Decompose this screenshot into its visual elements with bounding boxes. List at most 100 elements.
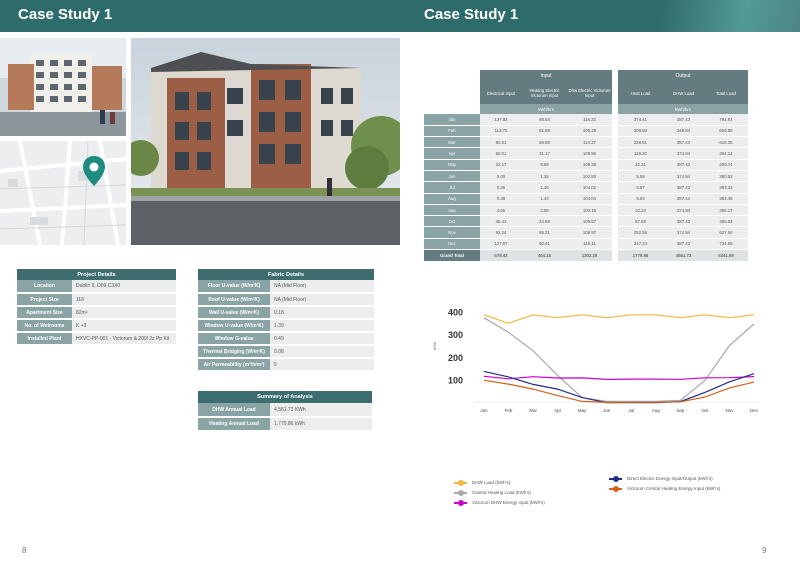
- legend-label: DHW Load (kWh's): [472, 480, 511, 485]
- fabric-detail-value: NA (Mid Floor): [270, 280, 374, 294]
- column-gap: [612, 104, 618, 114]
- column-header: Heat Load: [618, 82, 663, 104]
- series-line: [483, 375, 755, 381]
- column-gap: [612, 215, 618, 228]
- table-cell: 374.94: [663, 226, 704, 239]
- month-label: Feb: [424, 125, 480, 138]
- table-cell: 387.43: [663, 238, 704, 251]
- table-cell: 380.52: [704, 170, 748, 183]
- y-tick-label: 200: [448, 353, 463, 363]
- table-cell: 92.24: [480, 226, 522, 239]
- table-cell: 0.00: [480, 170, 522, 183]
- y-tick-label: 400: [448, 308, 463, 318]
- table-cell: 374.94: [663, 204, 704, 217]
- fabric-detail-value: 1.39: [270, 319, 374, 333]
- fabric-detail-value: 5: [270, 358, 374, 372]
- table-cell: 616.35: [704, 136, 748, 149]
- table-row: Feb 113.70 81.88 105.29 309.93 349.94 659.89: [424, 125, 748, 138]
- table-cell: 105.29: [567, 125, 612, 138]
- table-cell: 116.32: [567, 114, 612, 126]
- building-photo-small: [0, 38, 126, 136]
- table-cell: 0.35: [480, 181, 522, 194]
- summary-value: 1,779.86 kWh: [270, 417, 372, 432]
- project-detail-key: Location: [17, 280, 72, 294]
- table-cell: 109.97: [567, 226, 612, 239]
- x-tick-label: Jul: [628, 408, 634, 413]
- table-cell: 1.35: [522, 170, 567, 183]
- table-cell: 734.68: [704, 238, 748, 251]
- table-row: Dec 127.97 90.61 115.11 347.24 387.43 734.68: [424, 238, 748, 251]
- table-cell: 98.54: [522, 114, 567, 126]
- table-cell: 60.01: [480, 147, 522, 160]
- table-cell: 252.56: [618, 226, 663, 239]
- location-map: [0, 141, 126, 245]
- table-cell: 102.80: [567, 170, 612, 183]
- map-pin-icon: [83, 156, 105, 186]
- table-cell: 4.55: [480, 204, 522, 217]
- table-cell: 115.11: [567, 238, 612, 251]
- month-label: Oct: [424, 215, 480, 228]
- table-cell: 409.74: [704, 159, 748, 171]
- table-cell: 31.17: [522, 147, 567, 160]
- project-detail-value: HXVC-PP-001 - Victorum & 200l 2z Pp Kit: [72, 332, 176, 346]
- table-cell: 1.46: [522, 181, 567, 194]
- table-cell: 393.45: [704, 193, 748, 205]
- grand-total-cell: 4561.73: [663, 249, 704, 261]
- grand-total-cell: 678.43: [480, 249, 522, 261]
- left-page-title: Case Study 1: [18, 6, 113, 23]
- project-detail-value: 116: [72, 293, 176, 307]
- series-line: [483, 314, 755, 324]
- table-cell: 385.17: [704, 204, 748, 217]
- grand-total-cell: 6341.59: [704, 249, 748, 261]
- project-detail-key: Installed Plant: [17, 332, 72, 346]
- x-tick-label: Jun: [603, 408, 611, 413]
- x-tick-label: Sep: [676, 408, 685, 413]
- table-cell: 45.41: [480, 215, 522, 228]
- table-row: Jun 0.00 1.35 102.80 5.59 374.94 380.52: [424, 170, 748, 183]
- table-corner: [424, 82, 480, 104]
- project-details-table: Project Details Location Dublin 9, D09 C3…: [17, 269, 176, 346]
- column-gap: [612, 70, 618, 82]
- x-tick-label: Aug: [652, 408, 661, 413]
- project-detail-key: Project Size: [17, 293, 72, 307]
- energy-line-chart: 400 300 200 100 kWh Jan Feb Mar Apr May Jun Jul Aug S…: [432, 308, 760, 413]
- project-detail-value: 82m²: [72, 306, 176, 320]
- table-cell: 309.93: [618, 125, 663, 138]
- column-header: Electrical Input: [480, 82, 522, 104]
- column-gap: [612, 181, 618, 194]
- grand-total-label: Grand Total: [424, 249, 480, 261]
- table-cell: 109.87: [567, 215, 612, 228]
- summary-key: Heating Annual Load: [198, 417, 270, 432]
- x-tick-label: Feb: [505, 408, 513, 413]
- table-row: Sep 4.55 3.99 103.15 10.23 374.94 385.17: [424, 204, 748, 217]
- table-corner: [424, 104, 480, 114]
- table-row: Apr 60.01 31.17 108.96 119.20 374.94 494.14: [424, 147, 748, 160]
- legend-item: Direct Electric Energy Input/Output (kWh…: [609, 475, 713, 482]
- table-corner: [424, 70, 480, 82]
- table-cell: 494.14: [704, 147, 748, 160]
- legend-label: Direct Electric Energy Input/Output (kWh…: [627, 476, 713, 481]
- building-render: [131, 38, 400, 245]
- month-label: Dec: [424, 238, 480, 251]
- table-cell: 104.02: [567, 181, 612, 194]
- legend-swatch: [609, 475, 622, 482]
- summary-key: DHW Annual Load: [198, 403, 270, 418]
- table-cell: 103.15: [567, 204, 612, 217]
- table-cell: 347.24: [618, 238, 663, 251]
- table-cell: 5.83: [618, 193, 663, 205]
- column-gap: [612, 125, 618, 138]
- table-cell: 59.88: [522, 136, 567, 149]
- column-gap: [612, 226, 618, 239]
- table-cell: 659.89: [704, 125, 748, 138]
- column-gap: [612, 204, 618, 217]
- output-unit: kWh/hrs: [618, 104, 748, 114]
- grand-total-cell: 1302.29: [567, 249, 612, 261]
- y-tick-label: 100: [448, 376, 463, 386]
- table-cell: 81.88: [522, 125, 567, 138]
- table-cell: 627.50: [704, 226, 748, 239]
- column-gap: [612, 170, 618, 183]
- table-cell: 1.43: [522, 193, 567, 205]
- table-cell: 24.69: [522, 215, 567, 228]
- table-row: Jul 0.35 1.46 104.02 5.87 387.43 393.31: [424, 181, 748, 194]
- column-gap: [612, 159, 618, 171]
